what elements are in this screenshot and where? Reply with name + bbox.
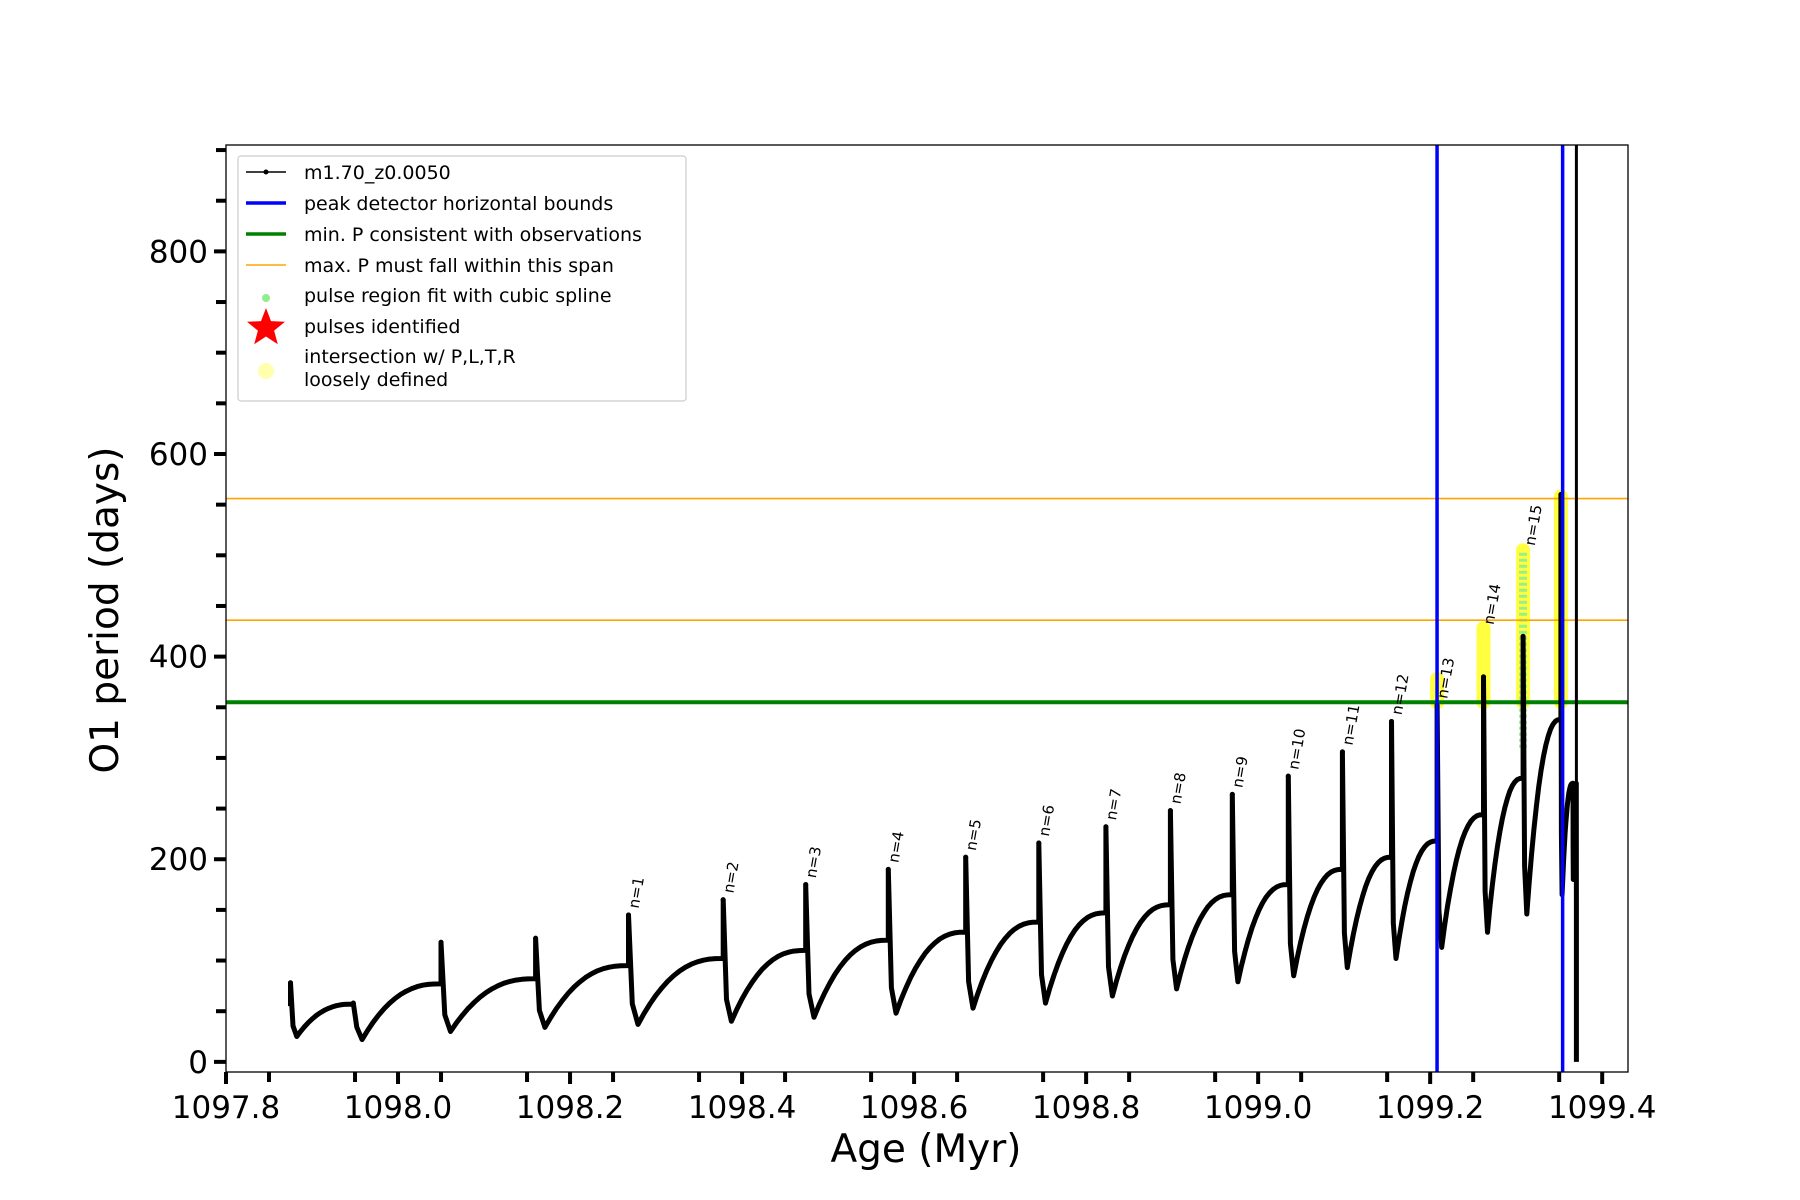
pulse-label-6: n=6 [1035,803,1058,837]
legend-label-5: pulse region fit with cubic spline [304,285,612,307]
series-point-13 [1229,791,1235,797]
series-point-14 [1285,773,1291,779]
y-axis-label: O1 period (days) [83,446,128,773]
pulse-label-15: n=15 [1521,503,1546,547]
series-point-9 [963,854,969,860]
series-line [288,492,1579,1062]
series-point-3 [438,939,444,945]
legend-handle-7 [258,363,274,379]
pulse-label-2: n=2 [719,860,742,894]
plot-frame [225,144,1629,1073]
legend-label-1: m1.70_z0.0050 [304,162,451,184]
series-point-6 [720,897,726,903]
legend-label-7: intersection w/ P,L,T,R [304,346,516,368]
y-tick-label-4: 600 [149,437,208,473]
pulse-label-4: n=4 [885,830,908,864]
x-tick-label-7: 1099.0 [1204,1090,1312,1126]
legend-label-7-line2: loosely defined [304,369,448,391]
vertical-reference-lines [1435,145,1565,1072]
legend-label-3: min. P consistent with observations [304,224,642,246]
pulse-label-11: n=11 [1339,703,1364,747]
y-tick-label-5: 800 [149,234,208,270]
x-tick-label-4: 1098.4 [688,1090,796,1126]
x-axis-label: Age (Myr) [830,1127,1021,1172]
series-point-5 [626,912,632,918]
series-point-4 [533,935,539,941]
axes: 0 200 400 600 800 1097.8 1098.0 1098.2 1098.4 109… [149,144,1656,1126]
x-tick-label-8: 1099.2 [1376,1090,1484,1126]
pulse-label-10: n=10 [1285,727,1310,771]
legend-label-2: peak detector horizontal bounds [304,193,613,215]
pulse-label-1: n=1 [625,875,648,909]
y-tick-label-3: 400 [149,640,208,676]
legend-handle-1-dot [263,169,269,175]
pulse-label-8: n=8 [1167,771,1190,805]
horizontal-reference-lines [226,497,1628,705]
series-layer [288,145,1579,1062]
pulse-label-9: n=9 [1229,755,1252,789]
pulse-label-3: n=3 [802,845,825,879]
series-point-1 [288,980,294,986]
series-point-8 [885,866,891,872]
series-point-2 [350,1000,356,1006]
pulse-labels: n=1 n=2 n=3 n=4 n=5 n=6 n=7 n=8 n=9 n=10 n=11 n=12 n… [625,503,1546,909]
pulse-label-5: n=5 [962,818,985,852]
legend-box [237,155,687,402]
series-point-15 [1339,749,1345,755]
x-tick-label-5: 1098.6 [860,1090,968,1126]
legend-star-icon [247,308,285,345]
series-point-19 [1520,633,1526,639]
x-tick-label-1: 1097.8 [172,1090,280,1126]
series-point-18 [1480,674,1486,680]
legend-label-4: max. P must fall within this span [304,255,614,277]
y-tick-label-2: 200 [149,842,208,878]
series-point-21 [1570,785,1576,791]
series-point-7 [803,882,809,888]
legend-handle-5 [262,294,270,302]
series-point-16 [1388,718,1394,724]
series-point-11 [1103,824,1109,830]
x-tick-label-6: 1098.8 [1032,1090,1140,1126]
series-point-10 [1036,840,1042,846]
pulse-label-7: n=7 [1102,787,1125,821]
pulse-label-12: n=12 [1388,673,1413,717]
legend-label-6: pulses identified [304,316,460,338]
x-tick-label-3: 1098.2 [516,1090,624,1126]
series-point-12 [1167,808,1173,814]
y-tick-label-1: 0 [188,1045,208,1081]
x-tick-label-9: 1099.4 [1548,1090,1656,1126]
x-tick-label-2: 1098.0 [344,1090,452,1126]
